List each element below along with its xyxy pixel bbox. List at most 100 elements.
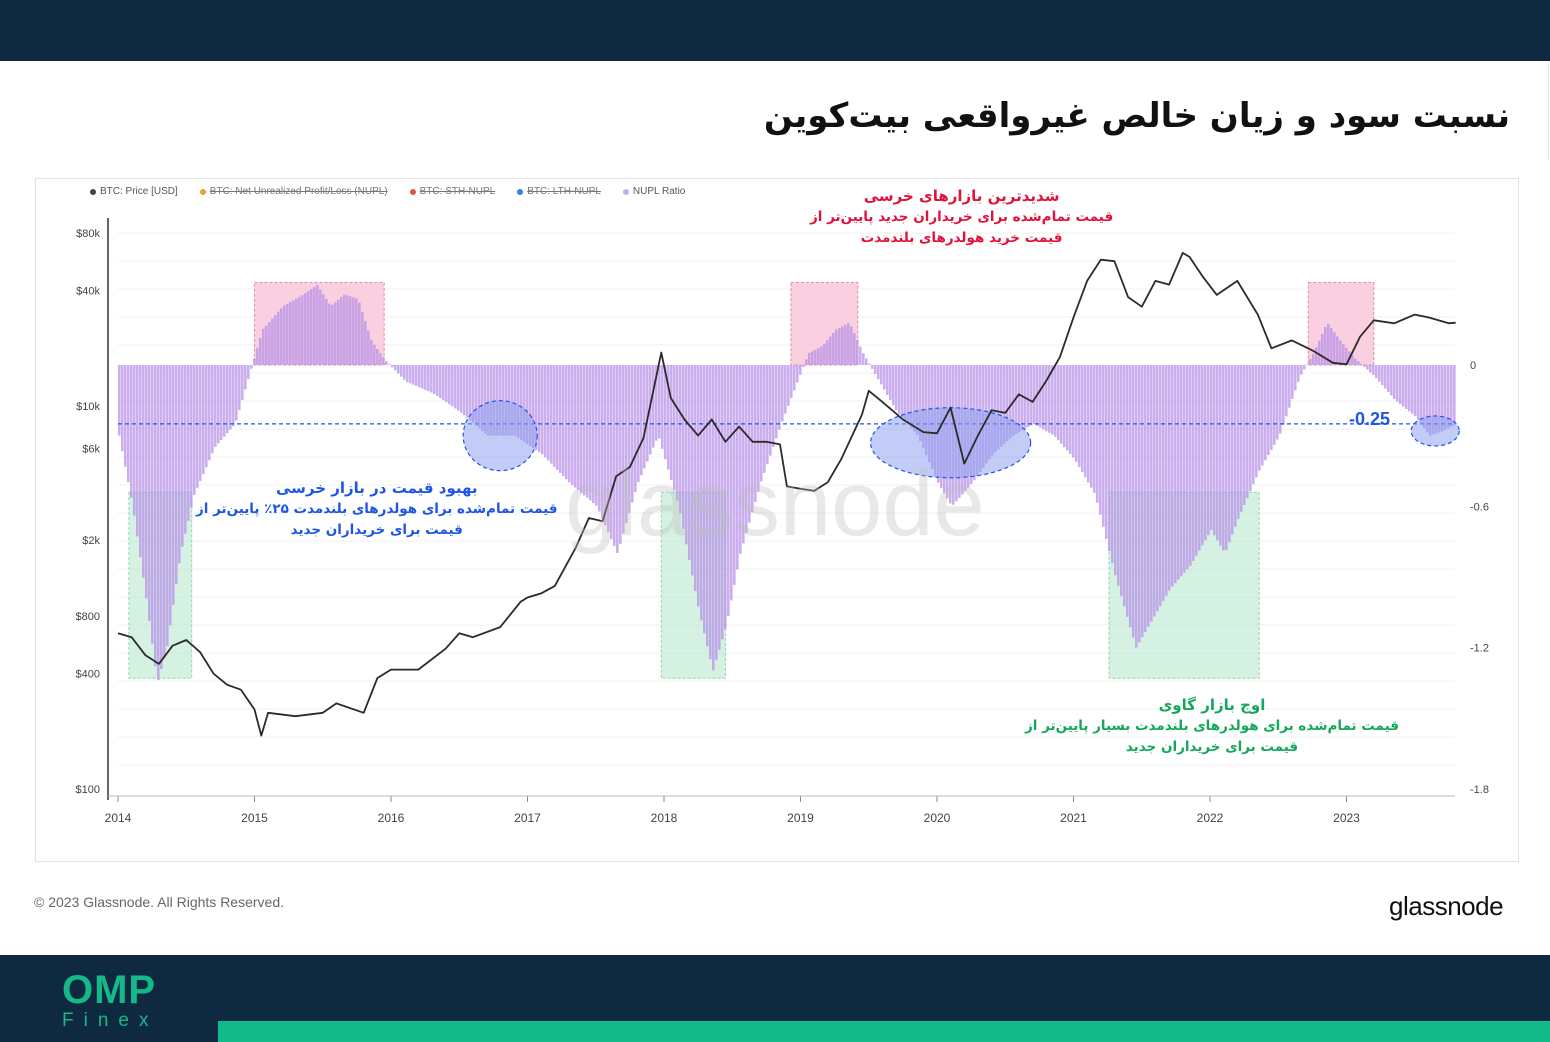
nupl-bar — [808, 352, 811, 365]
nupl-bar — [733, 365, 736, 585]
nupl-bar — [643, 365, 646, 469]
nupl-bar — [313, 286, 316, 365]
nupl-bar — [901, 365, 904, 418]
nupl-bar — [694, 365, 697, 591]
nupl-bar — [616, 365, 619, 553]
nupl-bar — [1423, 365, 1426, 429]
nupl-bar — [676, 365, 679, 501]
nupl-bar — [1360, 364, 1363, 365]
bull-market-annotation: اوج بازار گاوی قیمت تمام‌شده برای هولدره… — [1025, 695, 1399, 758]
legend-item[interactable]: BTC: Net Unrealized Profit/Loss (NUPL) — [199, 186, 388, 197]
nupl-bar — [1450, 365, 1453, 427]
legend-item[interactable]: BTC: STH-NUPL — [409, 186, 495, 197]
nupl-bar — [1429, 365, 1432, 436]
y-left-tick-label: $2k — [82, 535, 100, 547]
x-tick-label: 2018 — [651, 811, 678, 825]
nupl-bar — [739, 365, 742, 554]
nupl-bar — [790, 365, 793, 399]
nupl-bar — [481, 365, 484, 431]
legend-item[interactable]: BTC: Price [USD] — [90, 186, 178, 197]
nupl-bar — [259, 337, 262, 365]
nupl-bar — [562, 365, 565, 477]
bull-annotation-line: قیمت برای خریداران جدید — [1125, 739, 1299, 755]
nupl-bar — [124, 365, 127, 467]
nupl-bar — [820, 346, 823, 365]
legend-label: BTC: LTH-NUPL — [527, 186, 601, 197]
nupl-bar — [904, 365, 907, 422]
nupl-bar — [640, 365, 643, 476]
nupl-bar — [478, 365, 481, 429]
nupl-bar — [268, 321, 271, 365]
nupl-bar — [1120, 365, 1123, 597]
nupl-bar — [1042, 365, 1045, 430]
nupl-bar — [283, 305, 286, 365]
nupl-bar — [1231, 365, 1234, 535]
nupl-bar — [1153, 365, 1156, 617]
legend-item[interactable]: NUPL Ratio — [622, 186, 685, 197]
legend-item[interactable]: BTC: LTH-NUPL — [517, 186, 601, 197]
nupl-bar — [208, 365, 211, 461]
nupl-bar — [427, 365, 430, 392]
nupl-bar — [526, 365, 529, 445]
bull-annotation-heading: اوج بازار گاوی — [1158, 696, 1266, 714]
nupl-bar — [1300, 365, 1303, 375]
nupl-bar — [775, 365, 778, 439]
nupl-bar — [466, 365, 469, 418]
bear-market-annotation: شدیدترین بازارهای خرسی قیمت تمام‌شده برا… — [810, 186, 1113, 249]
nupl-bar — [853, 333, 856, 365]
y-left-tick-label: $10k — [76, 401, 100, 413]
y-right-tick-label: -1.8 — [1470, 784, 1489, 796]
nupl-bar — [292, 300, 295, 365]
nupl-bar — [850, 326, 853, 365]
nupl-bar — [1003, 365, 1006, 445]
nupl-bar — [1192, 365, 1195, 561]
nupl-bar — [595, 365, 598, 506]
nupl-bar — [886, 365, 889, 395]
nupl-bar — [328, 303, 331, 365]
nupl-bar — [1396, 365, 1399, 402]
legend-swatch — [90, 188, 96, 195]
nupl-bar — [766, 365, 769, 465]
legend-swatch — [517, 188, 524, 195]
nupl-bar — [1096, 365, 1099, 503]
nupl-bar — [700, 365, 703, 621]
nupl-bar — [1444, 365, 1447, 430]
nupl-bar — [421, 365, 424, 389]
nupl-bar — [1195, 365, 1198, 556]
price-line — [117, 252, 1456, 737]
nupl-bar — [718, 365, 721, 650]
nupl-bar — [1156, 365, 1159, 612]
nupl-bar — [1159, 365, 1162, 607]
nupl-bar — [784, 365, 787, 414]
nupl-bar — [667, 365, 670, 470]
nupl-bar — [403, 365, 406, 380]
nupl-bar — [1297, 365, 1300, 382]
nupl-bar — [1144, 365, 1147, 633]
legend-swatch — [622, 188, 629, 195]
nupl-bar — [460, 365, 463, 413]
nupl-bar — [730, 365, 733, 601]
nupl-bar — [451, 365, 454, 407]
nupl-bar — [856, 339, 859, 365]
nupl-bar — [838, 327, 841, 365]
nupl-bar — [898, 365, 901, 415]
page-title: نسبت سود و زیان خالص غیرواقعی بیت‌کوین — [763, 96, 1510, 136]
nupl-bar — [490, 365, 493, 436]
nupl-bar — [532, 365, 535, 449]
nupl-bar — [307, 291, 310, 365]
nupl-bar — [388, 364, 391, 365]
nupl-bar — [817, 348, 820, 365]
nupl-bar — [349, 296, 352, 365]
nupl-bar — [1282, 365, 1285, 425]
nupl-bar — [1114, 365, 1117, 576]
nupl-bar — [1216, 365, 1219, 541]
nupl-bar — [1324, 327, 1327, 365]
nupl-bar — [913, 365, 916, 432]
nupl-bar — [229, 365, 232, 430]
nupl-bar — [598, 365, 601, 512]
nupl-bar — [682, 365, 685, 529]
nupl-bar — [922, 365, 925, 449]
nupl-bar — [721, 365, 724, 640]
nupl-bar — [469, 365, 472, 421]
nupl-bar — [613, 365, 616, 547]
